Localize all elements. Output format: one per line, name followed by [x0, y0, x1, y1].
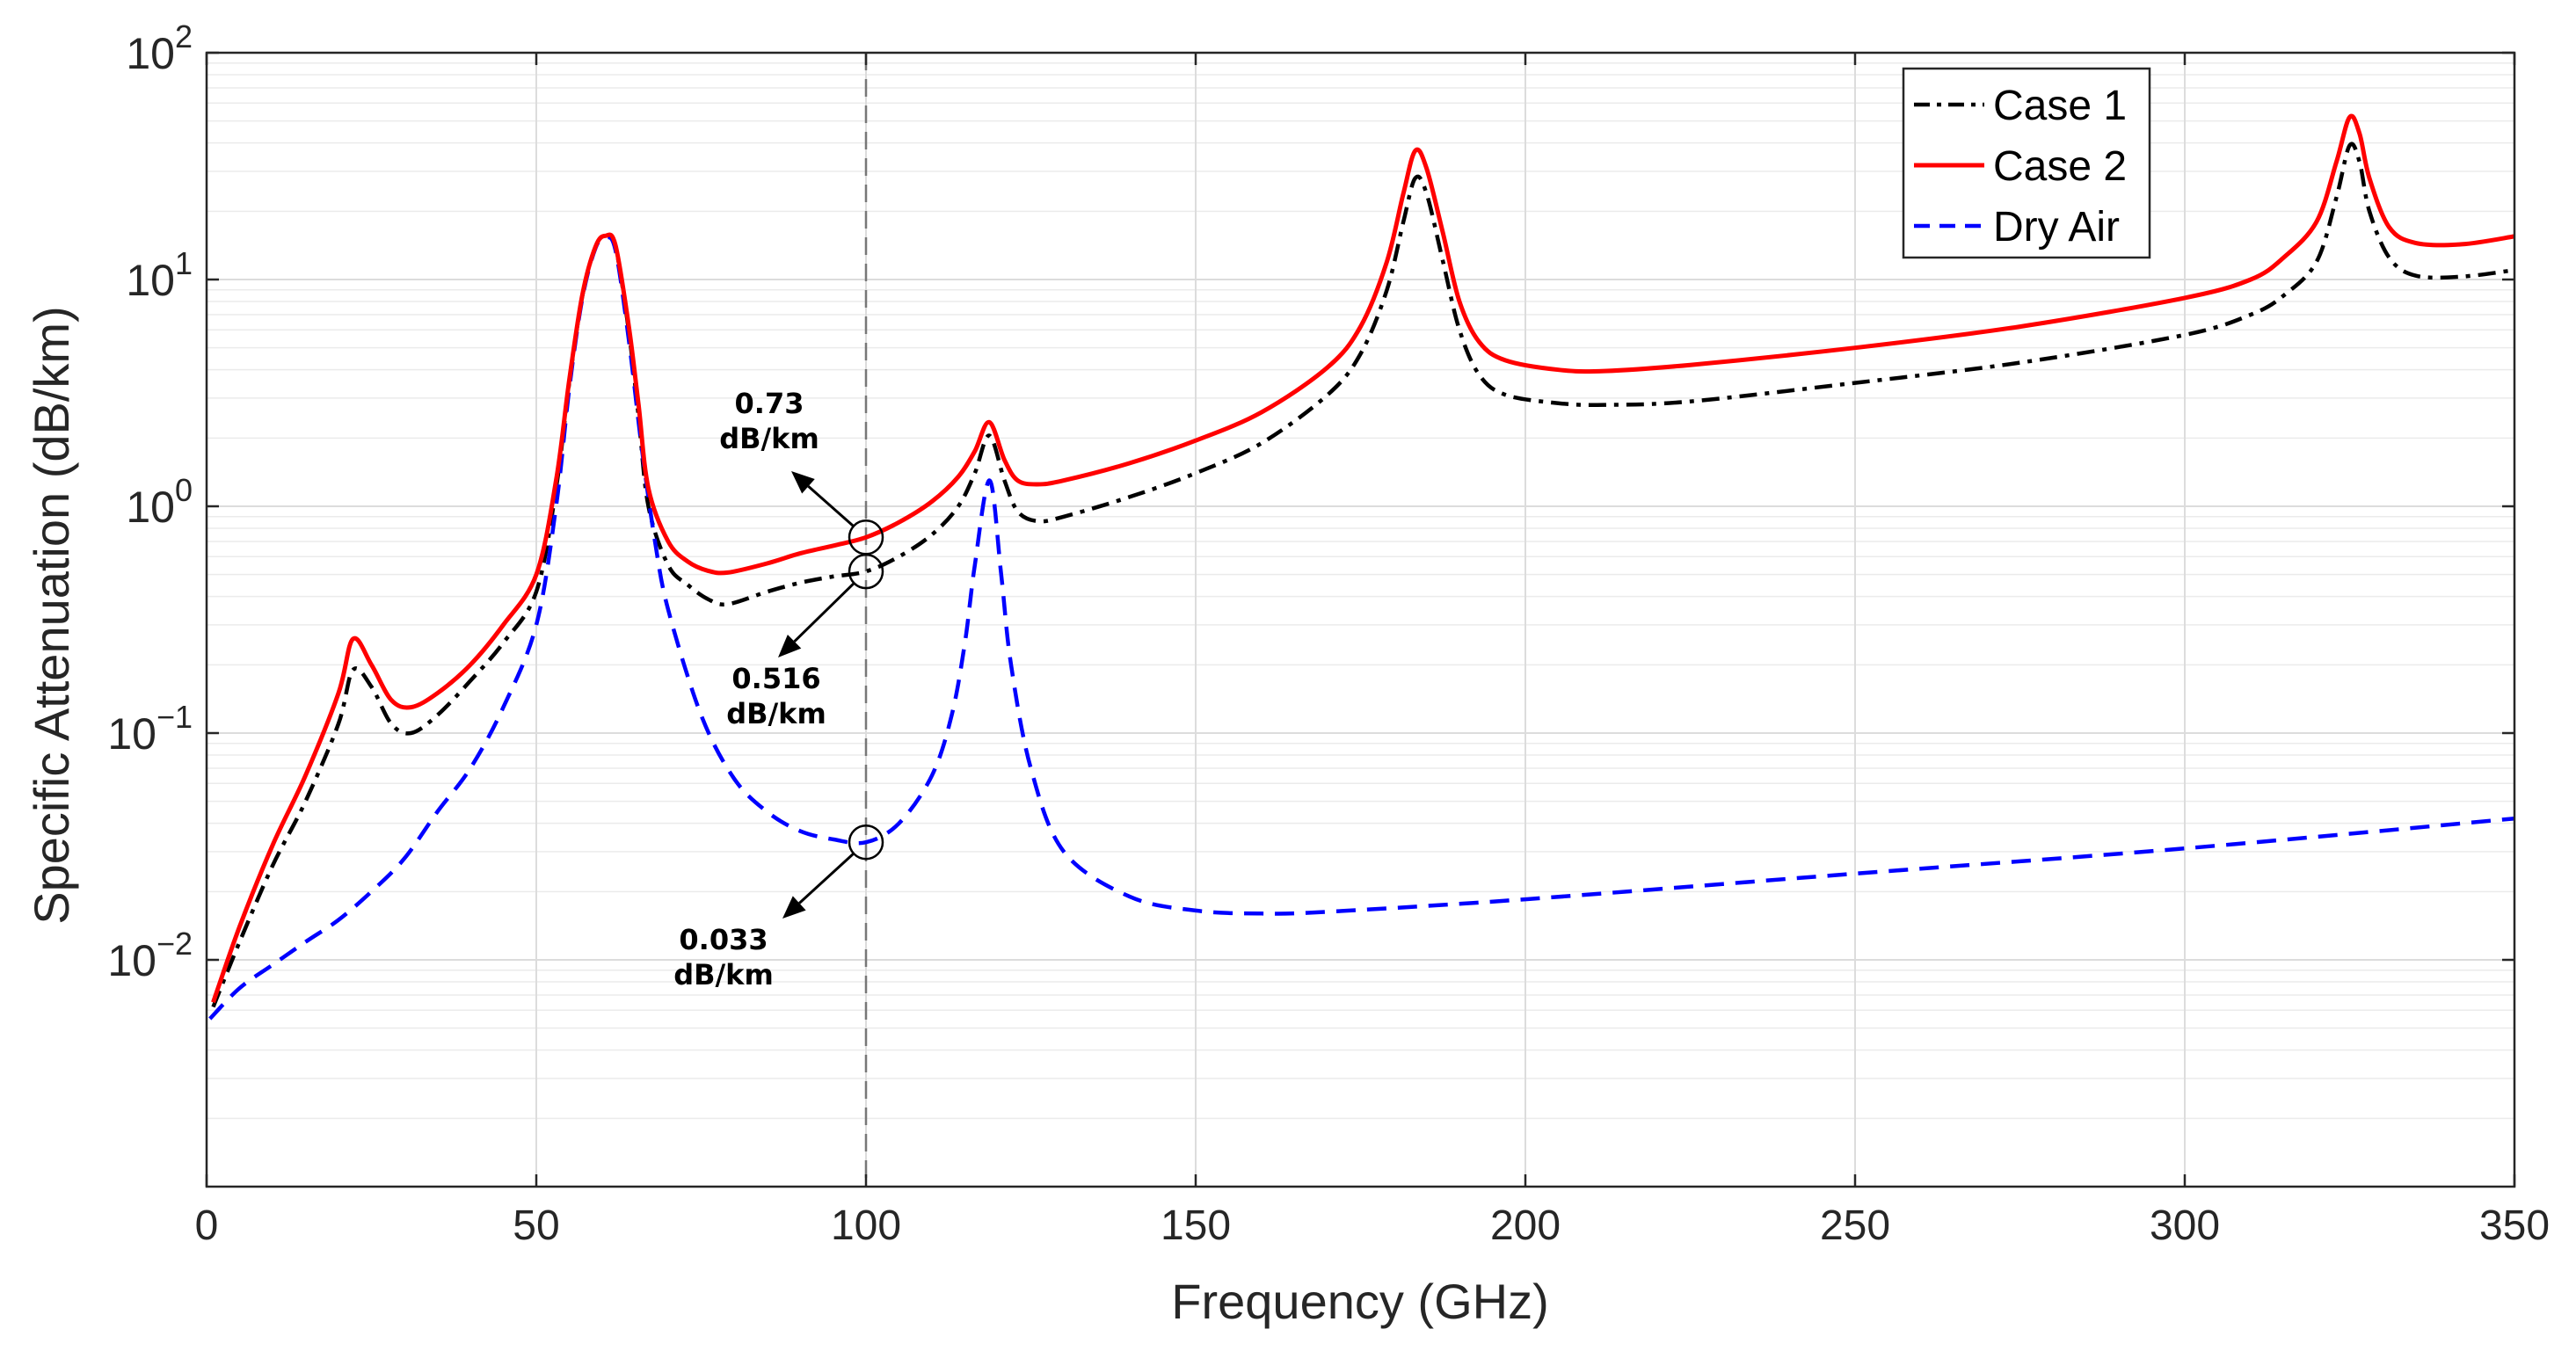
y-tick-label: 10−2	[107, 926, 193, 985]
annotation-arrow-line	[793, 582, 855, 643]
y-tick-exponent: 2	[175, 18, 193, 54]
y-tick-base: 10	[126, 29, 175, 78]
legend-label: Dry Air	[1993, 204, 2120, 251]
y-tick-exponent: 0	[175, 472, 193, 508]
y-tick-exponent: −2	[156, 926, 193, 962]
y-tick-label: 100	[126, 472, 193, 532]
annotation-value: 0.516	[731, 662, 820, 695]
x-tick-label: 350	[2479, 1202, 2550, 1249]
y-tick-base: 10	[107, 936, 156, 985]
annotation-unit: dB/km	[726, 697, 826, 730]
y-axis-label: Specific Attenuation (dB/km)	[24, 306, 79, 924]
x-tick-label: 200	[1490, 1202, 1561, 1249]
y-tick-base: 10	[126, 483, 175, 532]
annotation-marker	[848, 824, 884, 861]
x-tick-label: 100	[831, 1202, 901, 1249]
x-tick-label: 150	[1161, 1202, 1231, 1249]
y-tick-exponent: 1	[175, 245, 193, 281]
annotation-marker	[848, 553, 884, 590]
plot-area-frame	[205, 51, 2516, 1188]
legend-label: Case 2	[1993, 143, 2127, 190]
x-axis-label: Frequency (GHz)	[1171, 1274, 1548, 1329]
y-tick-base: 10	[126, 256, 175, 305]
annotation-arrowhead	[778, 634, 802, 657]
x-tick-label: 250	[1820, 1202, 1890, 1249]
annotation-arrowhead	[791, 471, 815, 494]
annotation-unit: dB/km	[673, 958, 774, 991]
annotation-arrow-line	[807, 485, 855, 527]
series-line-dry-air	[208, 235, 2515, 1021]
y-tick-label: 10−1	[107, 699, 193, 759]
series-line-case-1	[211, 142, 2515, 1008]
annotation-arrow-line	[798, 852, 855, 904]
annotation-value: 0.033	[679, 923, 768, 956]
annotation-arrowhead	[782, 896, 806, 919]
y-tick-label: 102	[126, 18, 193, 78]
y-tick-base: 10	[107, 709, 156, 759]
x-tick-label: 0	[195, 1202, 219, 1249]
y-tick-label: 101	[126, 245, 193, 305]
y-tick-exponent: −1	[156, 699, 193, 735]
series-line-case-2	[211, 113, 2515, 1004]
annotation-unit: dB/km	[719, 422, 819, 455]
annotation-value: 0.73	[735, 387, 804, 420]
x-tick-label: 300	[2150, 1202, 2220, 1249]
legend-label: Case 1	[1993, 83, 2127, 129]
x-tick-label: 50	[513, 1202, 559, 1249]
